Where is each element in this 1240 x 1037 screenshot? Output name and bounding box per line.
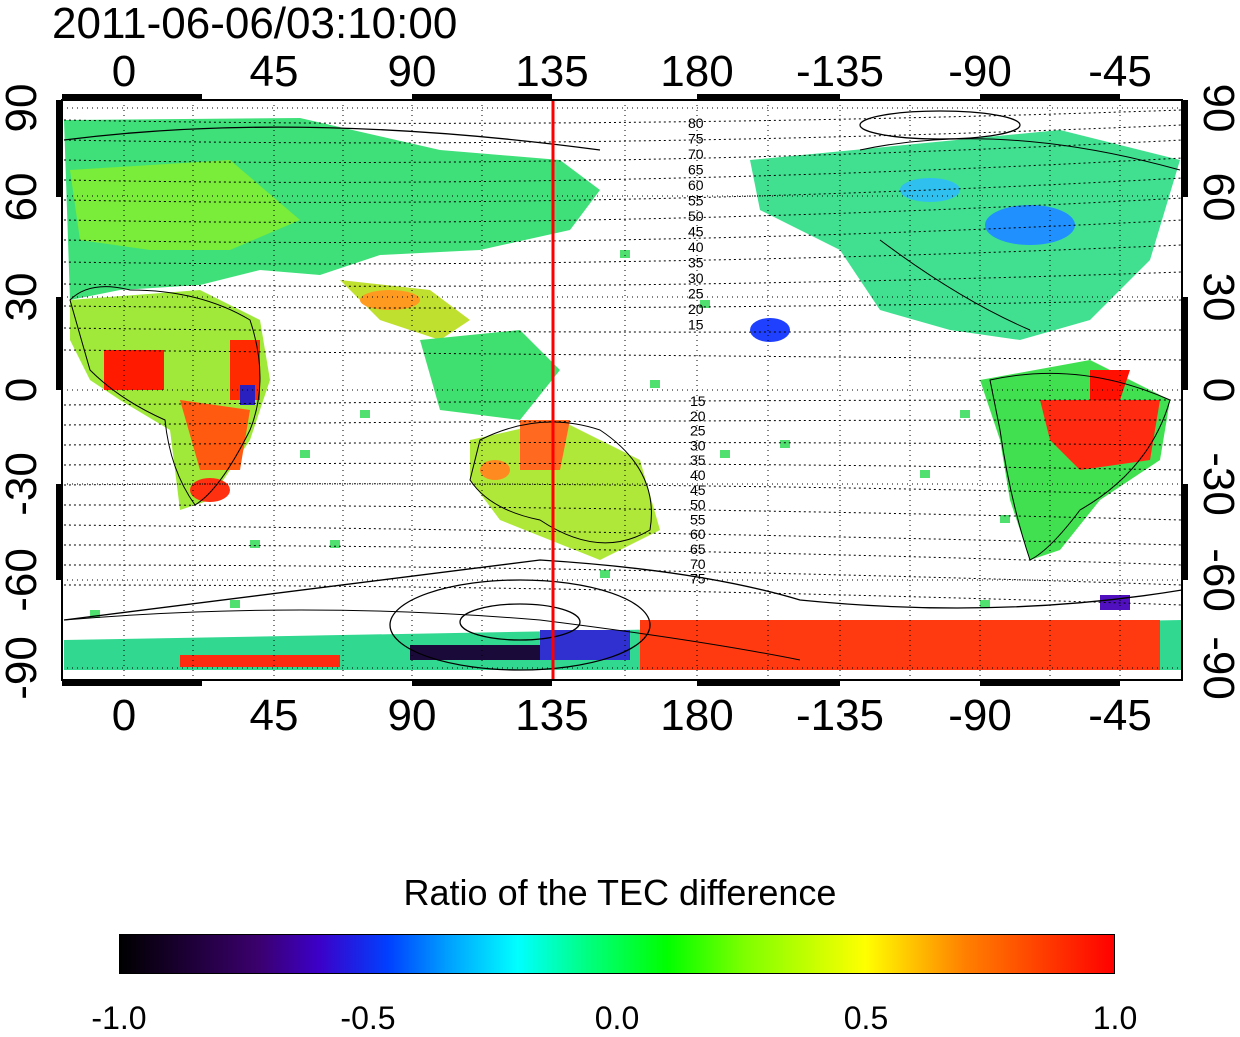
x-tick-top-label: -135 [796, 47, 884, 96]
y-tick-right-label: 90 [1194, 84, 1240, 133]
contour-label: 60 [690, 526, 706, 542]
map-timestamp-title: 2011-06-06/03:10:00 [52, 0, 458, 48]
x-tick-bottom-label: 180 [660, 691, 733, 740]
contour-label: 55 [688, 193, 704, 209]
x-tick-bottom-label: -135 [796, 691, 884, 740]
y-tick-left-label: 0 [0, 378, 46, 402]
contour-label: 15 [688, 317, 704, 333]
coastlines [63, 138, 1181, 661]
x-tick-top-label: 180 [660, 47, 733, 96]
x-tick-top-label: 90 [388, 47, 437, 96]
contour-label: 30 [690, 437, 706, 453]
contour-label: 70 [690, 556, 706, 572]
x-tick-top-label: 135 [515, 47, 588, 96]
x-tick-bottom-label: -45 [1088, 691, 1152, 740]
contour-label: 70 [688, 146, 704, 162]
x-tick-bottom-label: -90 [948, 691, 1012, 740]
y-tick-left-label: 90 [0, 84, 46, 133]
x-axis-bottom-labels: 0 45 90 135 180 -135 -90 -45 [112, 691, 1152, 740]
x-tick-top-label: 45 [250, 47, 299, 96]
southern-solid-contours [63, 110, 1182, 671]
contour-label: 45 [688, 224, 704, 240]
x-tick-top-label: -45 [1088, 47, 1152, 96]
contour-label: 40 [690, 467, 706, 483]
patch-north-america [750, 130, 1180, 340]
contour-label: 20 [688, 301, 704, 317]
y-axis-right-labels: 90 60 30 0 -30 -60 -90 [1194, 84, 1240, 700]
contour-label: 50 [690, 497, 706, 513]
y-tick-right-label: 0 [1194, 378, 1240, 402]
x-tick-bottom-label: 135 [515, 691, 588, 740]
patch-australia [470, 420, 660, 560]
contour-label: 15 [690, 393, 706, 409]
x-tick-top-label: 0 [112, 47, 136, 96]
colorbar-tick-label: -1.0 [91, 1000, 147, 1036]
colorbar [119, 934, 1115, 974]
contour-label: 40 [688, 239, 704, 255]
y-tick-left-label: 30 [0, 273, 46, 322]
y-tick-left-label: -60 [0, 548, 46, 612]
x-tick-bottom-label: 90 [388, 691, 437, 740]
contour-label: 75 [688, 131, 704, 147]
colorbar-tick-label: 0.5 [843, 1000, 889, 1036]
y-tick-right-label: 30 [1194, 273, 1240, 322]
y-tick-left-label: 60 [0, 173, 46, 222]
contour-label: 55 [690, 511, 706, 527]
y-tick-right-label: -30 [1194, 452, 1240, 516]
contour-label: 20 [690, 408, 706, 424]
x-tick-bottom-label: 45 [250, 691, 299, 740]
contour-label: 25 [690, 423, 706, 439]
lat-lon-grid [62, 100, 1182, 680]
contour-label: 80 [688, 115, 704, 131]
y-tick-right-label: -90 [1194, 636, 1240, 700]
contour-label: 60 [688, 177, 704, 193]
colorbar-tick-label: 0.0 [594, 1000, 640, 1036]
contour-label: 65 [690, 541, 706, 557]
x-tick-top-label: -90 [948, 47, 1012, 96]
colorbar-tick-label: -0.5 [340, 1000, 396, 1036]
contour-label: 35 [690, 452, 706, 468]
y-axis-left-labels: 90 60 30 0 -30 -60 -90 [0, 84, 46, 700]
contour-label: 75 [690, 571, 706, 587]
contour-label: 65 [688, 162, 704, 178]
map-content [62, 100, 1182, 680]
data-patches [64, 118, 1182, 670]
y-tick-left-label: -30 [0, 452, 46, 516]
x-tick-bottom-label: 0 [112, 691, 136, 740]
contour-label: 50 [688, 208, 704, 224]
colorbar-tick-label: 1.0 [1092, 1000, 1138, 1036]
colorbar-title: Ratio of the TEC difference [403, 872, 837, 913]
x-axis-top-labels: 0 45 90 135 180 -135 -90 -45 [112, 47, 1152, 96]
contour-label: 30 [688, 270, 704, 286]
y-tick-right-label: 60 [1194, 173, 1240, 222]
y-tick-left-label: -90 [0, 636, 46, 700]
contour-label: 25 [688, 286, 704, 302]
axis-bars [56, 94, 1188, 686]
y-tick-right-label: -60 [1194, 548, 1240, 612]
contour-label: 45 [690, 482, 706, 498]
contour-label: 35 [688, 255, 704, 271]
